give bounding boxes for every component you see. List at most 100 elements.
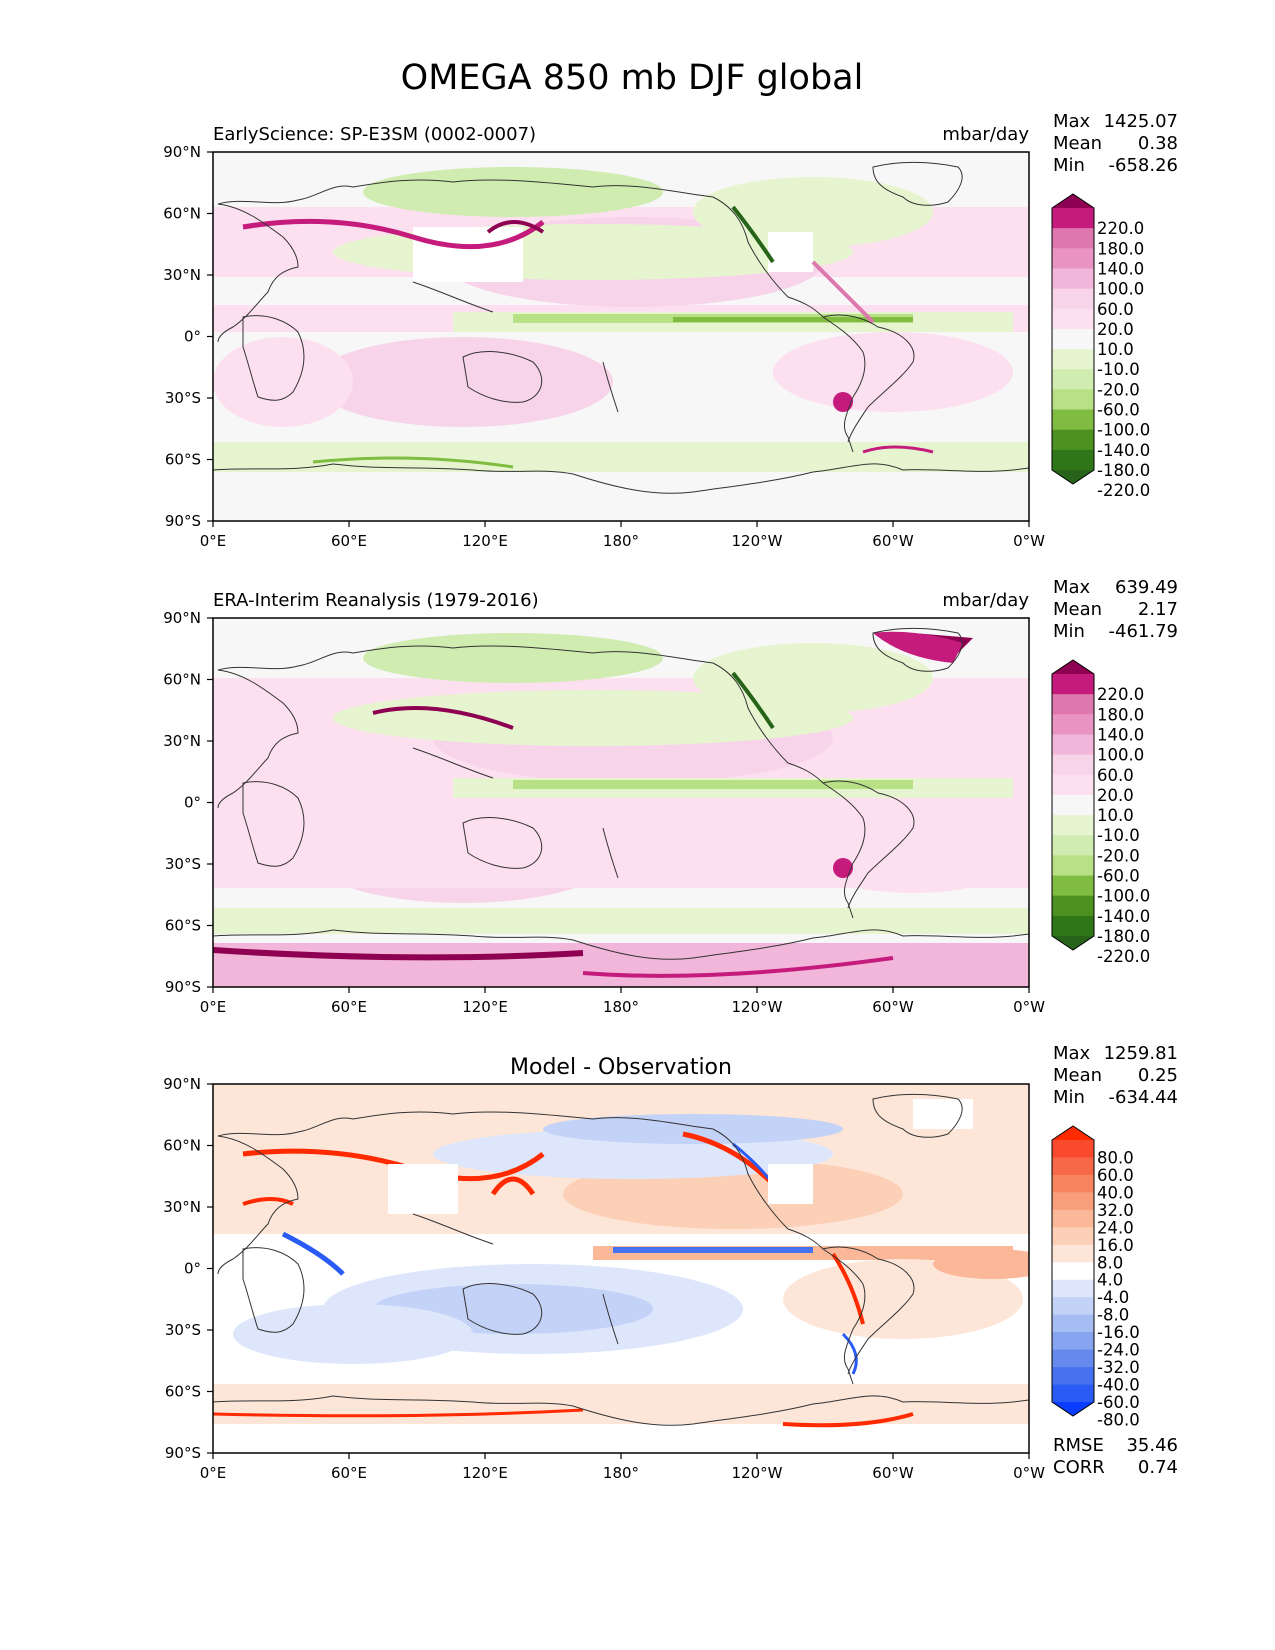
stat-label: Max	[1053, 577, 1091, 598]
panel-units: mbar/day	[942, 124, 1029, 145]
y-tick-label: 60°N	[163, 671, 201, 689]
colorbar-segment	[1052, 1244, 1094, 1263]
colorbar-label: 140.0	[1097, 259, 1144, 278]
colorbar-label: 100.0	[1097, 746, 1144, 765]
colorbar-segment	[1052, 875, 1094, 897]
x-tick-label: 0°W	[1013, 532, 1045, 550]
colorbar-extend-top	[1052, 194, 1094, 208]
colorbar-label: -180.0	[1097, 927, 1150, 946]
y-tick-label: 60°S	[165, 451, 201, 469]
colorbar-segment	[1052, 248, 1094, 269]
colorbar-label: -20.0	[1097, 380, 1140, 399]
x-tick-label: 60°W	[872, 532, 914, 550]
colorbar-segment	[1052, 1227, 1094, 1246]
x-tick-label: 180°	[603, 998, 639, 1016]
colorbar-outline	[1051, 659, 1095, 951]
colorbar-label: -140.0	[1097, 907, 1150, 926]
x-tick-label: 120°W	[732, 1464, 783, 1482]
map-field	[213, 1084, 1029, 1453]
colorbar-segment	[1052, 734, 1094, 756]
colorbar-segment	[1052, 308, 1094, 330]
stat-label: Max	[1053, 111, 1091, 132]
x-tick-label: 120°E	[462, 1464, 508, 1482]
colorbar-segment	[1052, 449, 1094, 471]
y-tick-label: 30°N	[163, 1198, 201, 1216]
colorbar-segment	[1052, 694, 1094, 715]
x-tick-label: 0°W	[1013, 998, 1045, 1016]
colorbar-label: -180.0	[1097, 461, 1150, 480]
colorbar-segment	[1052, 794, 1094, 816]
stat-label: Min	[1053, 621, 1085, 642]
colorbar-segment	[1052, 349, 1094, 370]
map-field	[213, 618, 1029, 987]
stat-value: 639.49	[1115, 577, 1178, 598]
colorbar-segment	[1052, 1279, 1094, 1298]
panel-center-title: Model - Observation	[510, 1055, 732, 1080]
stat-value: 0.25	[1138, 1065, 1178, 1086]
colorbar-label: 60.0	[1097, 1166, 1134, 1185]
colorbar-label: -10.0	[1097, 360, 1140, 379]
colorbar-segment	[1052, 714, 1094, 735]
figure-title: OMEGA 850 mb DJF global	[401, 58, 864, 98]
colorbar-segment	[1052, 1314, 1094, 1333]
colorbar-label: 220.0	[1097, 685, 1144, 704]
colorbar-segment	[1052, 1297, 1094, 1316]
colorbar-label: -8.0	[1097, 1306, 1129, 1325]
colorbar-segment	[1052, 815, 1094, 836]
footer-stats: RMSE 35.46 CORR 0.74	[1053, 1435, 1178, 1478]
colorbar-extend-bottom	[1052, 470, 1094, 484]
panel-model: EarlyScience: SP-E3SM (0002-0007) mbar/d…	[163, 111, 1178, 550]
colorbar-label: 140.0	[1097, 725, 1144, 744]
x-tick-label: 60°W	[872, 998, 914, 1016]
colorbar-label: -140.0	[1097, 441, 1150, 460]
colorbar-label: 20.0	[1097, 786, 1134, 805]
colorbar-segment	[1052, 1157, 1094, 1176]
panel-observation: ERA-Interim Reanalysis (1979-2016) mbar/…	[163, 577, 1178, 1016]
y-tick-label: 90°S	[165, 512, 201, 530]
y-tick-label: 0°	[184, 794, 201, 812]
x-tick-label: 120°W	[732, 998, 783, 1016]
colorbar-label: -24.0	[1097, 1341, 1140, 1360]
y-tick-label: 60°N	[163, 205, 201, 223]
colorbar-segment	[1052, 1262, 1094, 1281]
colorbar-segment	[1052, 835, 1094, 856]
panel-left-title: ERA-Interim Reanalysis (1979-2016)	[213, 590, 539, 611]
colorbar-label: -10.0	[1097, 826, 1140, 845]
footer-label: CORR	[1053, 1457, 1105, 1478]
colorbar-segment	[1052, 369, 1094, 390]
y-tick-label: 90°S	[165, 1444, 201, 1462]
x-tick-label: 180°	[603, 1464, 639, 1482]
y-tick-label: 0°	[184, 328, 201, 346]
stat-value: 0.38	[1138, 133, 1178, 154]
colorbar-label: 180.0	[1097, 705, 1144, 724]
colorbar-label: 24.0	[1097, 1218, 1134, 1237]
stat-label: Mean	[1053, 599, 1102, 620]
colorbar-segment	[1052, 268, 1094, 290]
x-tick-label: 60°E	[331, 532, 367, 550]
stat-label: Max	[1053, 1043, 1091, 1064]
colorbar-label: -16.0	[1097, 1323, 1140, 1342]
colorbar-segment	[1052, 1209, 1094, 1228]
y-tick-label: 30°S	[165, 855, 201, 873]
colorbar-label: 80.0	[1097, 1148, 1134, 1167]
colorbar-segment	[1052, 754, 1094, 776]
x-tick-label: 0°W	[1013, 1464, 1045, 1482]
colorbar-label: -40.0	[1097, 1376, 1140, 1395]
stat-label: Min	[1053, 155, 1085, 176]
panel-left-title: EarlyScience: SP-E3SM (0002-0007)	[213, 124, 536, 145]
colorbar-segment	[1052, 674, 1094, 695]
colorbar-extend-top	[1052, 1126, 1094, 1140]
colorbar-label: -220.0	[1097, 481, 1150, 500]
colorbar-segment	[1052, 1349, 1094, 1368]
colorbar-outline	[1051, 1125, 1095, 1417]
x-tick-label: 60°E	[331, 998, 367, 1016]
colorbar-segment	[1052, 228, 1094, 249]
x-tick-label: 0°E	[200, 1464, 227, 1482]
y-tick-label: 30°N	[163, 266, 201, 284]
colorbar-segment	[1052, 208, 1094, 229]
panel-difference: Model - Observation 0°E 60°E 120°E 180° 120°…	[163, 1043, 1178, 1482]
colorbar-label: 20.0	[1097, 320, 1134, 339]
